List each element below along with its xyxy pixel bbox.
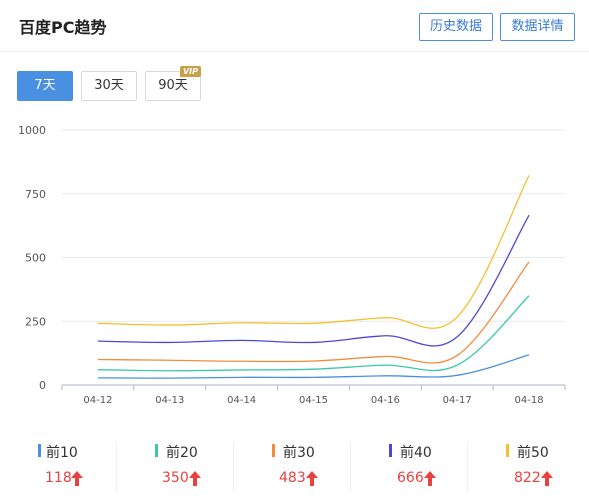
divider <box>233 442 234 492</box>
x-tick-label: 04-12 <box>83 395 112 406</box>
y-tick-label: 750 <box>25 188 46 201</box>
series-line-1 <box>97 354 530 379</box>
legend-color-swatch <box>155 444 158 457</box>
legend-label: 前50 <box>517 445 549 461</box>
x-tick-label: 04-14 <box>227 395 256 406</box>
series-line-5 <box>97 175 530 329</box>
legend-label: 前30 <box>283 445 315 461</box>
range-30-days-button[interactable]: 30天 <box>81 71 137 101</box>
vip-badge: VIP <box>180 66 201 77</box>
header: 百度PC趋势 历史数据 数据详情 <box>0 0 589 52</box>
legend-value: 350 <box>162 470 189 486</box>
y-tick-label: 1000 <box>18 124 46 137</box>
x-tick-label: 04-17 <box>443 395 472 406</box>
history-data-button[interactable]: 历史数据 <box>419 13 493 41</box>
legend: 前10 118 前20 350 前30 483 前40 666 前50 822 <box>0 436 589 498</box>
legend-label: 前40 <box>400 445 432 461</box>
legend-label: 前20 <box>166 445 198 461</box>
legend-color-swatch <box>38 444 41 457</box>
divider <box>350 442 351 492</box>
arrow-up-icon <box>71 471 83 486</box>
legend-value: 118 <box>45 470 72 486</box>
legend-item-top20: 前20 350 <box>117 436 234 498</box>
page-title: 百度PC趋势 <box>19 18 107 37</box>
divider <box>116 442 117 492</box>
arrow-up-icon <box>306 471 318 486</box>
legend-color-swatch <box>389 444 392 457</box>
line-chart: 0 250 500 750 1000 04-12 04-13 04-14 04-15 04-16 0… <box>18 124 566 406</box>
arrow-up-icon <box>541 471 553 486</box>
legend-label: 前10 <box>46 445 78 461</box>
legend-color-swatch <box>272 444 275 457</box>
legend-color-swatch <box>506 444 509 457</box>
range-7-days-button[interactable]: 7天 <box>17 71 73 101</box>
series-line-3 <box>97 261 530 364</box>
y-tick-label: 250 <box>25 315 46 328</box>
legend-item-top30: 前30 483 <box>234 436 351 498</box>
legend-item-top40: 前40 666 <box>351 436 468 498</box>
x-tick-label: 04-15 <box>299 395 328 406</box>
arrow-up-icon <box>424 471 436 486</box>
x-tick-label: 04-13 <box>155 395 184 406</box>
series-line-2 <box>97 295 530 372</box>
data-detail-button[interactable]: 数据详情 <box>500 13 575 41</box>
y-tick-label: 500 <box>25 252 46 265</box>
legend-value: 666 <box>397 470 424 486</box>
legend-item-top10: 前10 118 <box>0 436 117 498</box>
arrow-up-icon <box>189 471 201 486</box>
series-line-4 <box>97 214 530 347</box>
x-tick-label: 04-18 <box>515 395 544 406</box>
divider <box>467 442 468 492</box>
legend-value: 483 <box>279 470 306 486</box>
legend-value: 822 <box>514 470 541 486</box>
x-tick-label: 04-16 <box>371 395 400 406</box>
y-tick-label: 0 <box>39 379 46 392</box>
legend-item-top50: 前50 822 <box>468 436 585 498</box>
